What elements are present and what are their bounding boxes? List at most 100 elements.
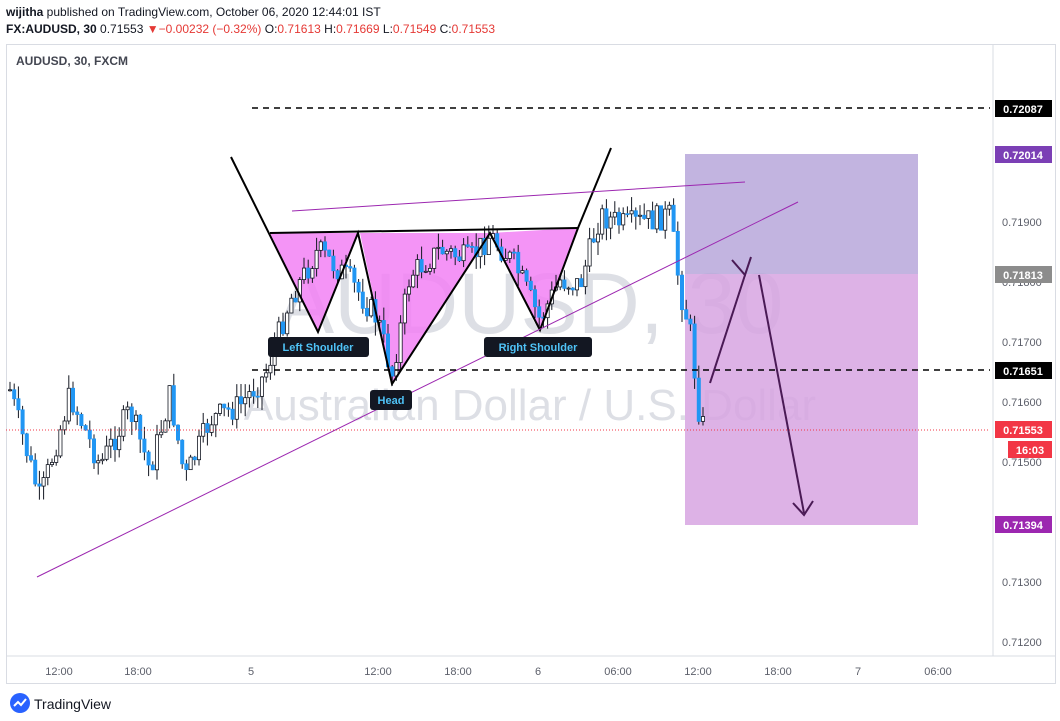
candle-body	[83, 425, 88, 431]
candle-body	[591, 238, 596, 243]
svg-text:16:03: 16:03	[1016, 445, 1044, 457]
candle-body	[7, 389, 12, 392]
candle-body	[327, 249, 332, 257]
down-arrow-icon[interactable]	[758, 274, 805, 514]
candle-body	[600, 208, 605, 235]
candle-body	[583, 265, 588, 288]
svg-text:0.71813: 0.71813	[1003, 270, 1043, 282]
time-axis[interactable]: 12:00 18:00 5 12:00 18:00 6 06:00 12:00 …	[45, 666, 952, 678]
candle-body	[184, 463, 189, 471]
candle-body	[486, 237, 491, 256]
candle-body	[54, 455, 59, 463]
candle-body	[671, 204, 676, 232]
candle-body	[41, 477, 46, 487]
candle-body	[360, 291, 365, 309]
pattern-outline[interactable]	[230, 147, 612, 387]
chart-area[interactable]	[6, 44, 1056, 684]
candle-body	[125, 406, 130, 411]
price-tick: 0.71300	[1002, 577, 1042, 589]
svg-text:0.71553: 0.71553	[1003, 425, 1043, 437]
candle-body	[461, 244, 466, 262]
candle-body	[579, 278, 584, 288]
price-tick: 0.71500	[1002, 457, 1042, 469]
candle-body	[113, 438, 118, 451]
candle-body	[222, 403, 227, 409]
countdown-label: 16:03	[1008, 441, 1052, 458]
publisher-name[interactable]: wijitha	[6, 5, 44, 19]
candle-body	[268, 364, 273, 374]
candle-body	[96, 460, 101, 464]
candle-body	[133, 414, 138, 422]
trendline-upper[interactable]	[291, 181, 746, 212]
candle-body	[570, 287, 575, 291]
candle-body	[440, 246, 445, 255]
candle-body	[415, 259, 420, 276]
price-change: −0.00232 (−0.32%)	[158, 22, 262, 36]
candle-body	[259, 376, 264, 397]
candle-body	[289, 297, 294, 314]
trendline-lower[interactable]	[36, 201, 799, 578]
close-value: 0.71553	[451, 22, 496, 36]
candle-body	[213, 413, 218, 426]
brand-name[interactable]: TradingView	[34, 696, 112, 712]
candle-body	[335, 270, 340, 280]
left-shoulder-shape[interactable]	[270, 233, 358, 332]
candle-body	[629, 210, 634, 215]
chart-canvas[interactable]: AUDUSD, 30 Australian Dollar / U.S. Doll…	[0, 0, 1060, 688]
candle-body	[482, 237, 487, 256]
candle-body	[692, 323, 697, 379]
stop-zone[interactable]	[685, 154, 918, 274]
candle-body	[646, 210, 651, 219]
svg-text:0.72087: 0.72087	[1003, 104, 1043, 116]
candle-body	[331, 255, 336, 272]
price-label-4[interactable]: 0.71651	[995, 362, 1052, 379]
candle-body	[659, 205, 664, 231]
price-tick: 0.71900	[1002, 217, 1042, 229]
tradingview-logo-icon[interactable]	[10, 693, 30, 713]
candle-body	[188, 456, 193, 471]
right-shoulder-label[interactable]: Right Shoulder	[484, 337, 592, 357]
head-label[interactable]: Head	[370, 390, 412, 410]
candle-body	[146, 451, 151, 466]
time-tick: 18:00	[764, 666, 792, 678]
candle-body	[79, 414, 84, 426]
price-tick: 0.71200	[1002, 637, 1042, 649]
price-label-6[interactable]: 0.71394	[995, 516, 1052, 533]
candle-body	[50, 462, 55, 466]
price-label-2[interactable]: 0.72014	[995, 146, 1052, 163]
head-text: Head	[378, 395, 405, 407]
candle-body	[520, 270, 525, 274]
candle-body	[138, 414, 143, 440]
left-shoulder-label[interactable]: Left Shoulder	[268, 337, 369, 357]
high-label: H:	[324, 22, 337, 36]
candle-body	[436, 246, 441, 249]
candle-body	[663, 208, 668, 231]
candle-body	[419, 259, 424, 273]
time-tick: 12:00	[364, 666, 392, 678]
candle-body	[293, 297, 298, 303]
candle-body	[150, 464, 155, 471]
time-tick: 7	[855, 666, 861, 678]
low-label: L:	[382, 22, 393, 36]
right-shoulder-text: Right Shoulder	[499, 342, 579, 354]
candle-body	[264, 372, 269, 378]
candle-body	[512, 251, 517, 254]
candle-body	[142, 438, 147, 453]
publish-info: wijitha published on TradingView.com, Oc…	[6, 5, 381, 19]
candle-body	[596, 233, 601, 243]
candle-body	[356, 281, 361, 293]
price-label-5[interactable]: 0.71553	[995, 421, 1052, 438]
price-tick: 0.71700	[1002, 337, 1042, 349]
candle-body	[390, 366, 395, 377]
up-arrow-icon[interactable]	[709, 274, 746, 384]
price-label-3[interactable]: 0.71813	[995, 266, 1052, 283]
target-zone[interactable]	[685, 274, 918, 525]
candle-body	[533, 289, 538, 308]
candle-body	[558, 279, 563, 288]
price-label-1[interactable]: 0.72087	[995, 100, 1052, 117]
neckline[interactable]	[269, 227, 579, 234]
head-shape[interactable]	[360, 233, 490, 384]
time-tick: 06:00	[604, 666, 632, 678]
candle-body	[528, 280, 533, 291]
candle-body	[322, 241, 327, 251]
